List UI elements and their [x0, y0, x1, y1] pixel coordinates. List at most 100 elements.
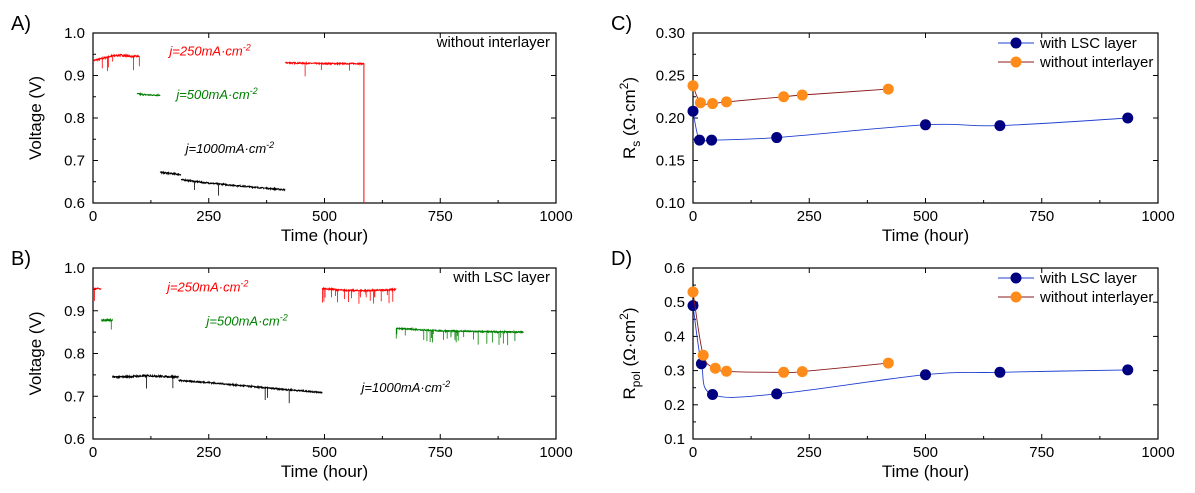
annotation-prefix: j — [360, 380, 366, 395]
y-label-sub: pol — [629, 371, 643, 387]
legend-label: with LSC layer — [1039, 270, 1137, 287]
y-label-main: R — [620, 147, 639, 159]
data-point — [707, 98, 719, 110]
data-series — [687, 80, 1134, 146]
annotation-text: =250mA·cm — [170, 280, 241, 295]
panel-d: 0 250 500 750 1000 0.1 0.2 0.3 0.4 0.5 0.6 Time (ho… — [611, 248, 1175, 481]
y-tick-label: 0.20 — [656, 110, 685, 127]
data-point — [882, 83, 894, 95]
voltage-trace — [321, 286, 397, 293]
y-tick-label: 0.15 — [656, 153, 685, 170]
y-tick-label: 0.6 — [664, 260, 685, 277]
current-density-label: j=250mA·cm-2 — [167, 43, 250, 59]
legend-label: without interlayer — [1039, 54, 1153, 71]
panel-label: B) — [11, 248, 31, 270]
data-point — [994, 366, 1006, 378]
y-label-sup: 2 — [617, 82, 631, 89]
voltage-trace — [396, 326, 524, 335]
series-line — [692, 111, 1128, 143]
panel-c: 0 250 500 750 1000 0.10 0.15 0.20 0.25 0.30 Time (… — [611, 13, 1175, 245]
x-tick-label: 0 — [89, 444, 97, 461]
legend-marker — [1010, 291, 1022, 303]
y-tick-label: 0.9 — [64, 303, 85, 320]
panel-label: C) — [611, 13, 632, 35]
data-point — [994, 120, 1006, 132]
annotation-text: =1000mA·cm — [188, 141, 266, 156]
legend-marker — [1010, 56, 1022, 68]
y-tick-label: 0.6 — [64, 195, 85, 212]
data-point — [1122, 112, 1134, 124]
annotation-sup: -2 — [442, 379, 450, 389]
panel-b: 0 250 500 750 1000 0.6 0.7 0.8 0.9 1.0 Time (hour)… — [11, 248, 573, 481]
y-tick-label: 0.7 — [64, 153, 85, 170]
y-label-close: ) — [620, 307, 639, 313]
data-point — [709, 362, 721, 374]
data-point — [882, 357, 894, 369]
x-axis-label: Time (hour) — [281, 462, 368, 481]
data-traces — [93, 53, 365, 203]
voltage-trace — [284, 61, 365, 67]
x-tick-label: 500 — [312, 444, 337, 461]
y-label-unit: (Ω·cm — [620, 89, 639, 140]
voltage-trace — [159, 170, 182, 177]
x-axis-label: Time (hour) — [281, 226, 368, 245]
y-tick-label: 0.3 — [664, 363, 685, 380]
x-tick-label: 500 — [312, 208, 337, 225]
legend-label: with LSC layer — [1039, 35, 1137, 52]
x-tick-label: 250 — [797, 208, 822, 225]
data-point — [687, 286, 699, 298]
data-point — [694, 97, 706, 109]
data-point — [796, 89, 808, 101]
data-point — [771, 132, 783, 144]
y-tick-label: 0.25 — [656, 68, 685, 85]
y-axis-label: Rs (Ω·cm2) — [617, 77, 643, 159]
data-point — [1122, 364, 1134, 376]
y-tick-label: 0.6 — [64, 431, 85, 448]
voltage-trace — [136, 92, 161, 97]
data-point — [920, 369, 931, 381]
current-density-label: j=500mA·cm-2 — [204, 313, 287, 329]
legend-marker — [1010, 272, 1022, 284]
data-point — [778, 91, 790, 103]
panel-a: 0 250 500 750 1000 0.6 0.7 0.8 0.9 1.0 Time (hour)… — [11, 13, 573, 245]
x-tick-label: 0 — [689, 444, 697, 461]
panel-label: D) — [611, 248, 632, 270]
annotation-text: =1000mA·cm — [364, 380, 442, 395]
y-tick-label: 1.0 — [64, 25, 85, 42]
panel-label: A) — [11, 13, 31, 35]
data-point — [694, 134, 706, 146]
voltage-trace — [180, 177, 286, 192]
x-tick-label: 1000 — [1141, 208, 1174, 225]
data-point — [687, 105, 699, 117]
x-tick-label: 750 — [428, 444, 453, 461]
voltage-trace — [111, 373, 179, 380]
data-point — [687, 80, 699, 92]
y-label-unit: (Ω·cm — [620, 320, 639, 371]
annotation-text: =500mA·cm — [179, 87, 250, 102]
annotation-text: =250mA·cm — [172, 44, 243, 59]
data-point — [920, 119, 931, 131]
annotation-sup: -2 — [266, 140, 274, 150]
annotation-sup: -2 — [243, 43, 251, 53]
current-density-label: j=1000mA·cm-2 — [360, 379, 451, 395]
current-density-label: j=500mA·cm-2 — [174, 86, 257, 102]
x-tick-label: 750 — [1029, 444, 1054, 461]
y-label-sup: 2 — [617, 313, 631, 320]
annotation-text: =500mA·cm — [209, 314, 280, 329]
data-traces — [93, 286, 524, 404]
x-tick-label: 250 — [196, 444, 221, 461]
y-axis-label: Voltage (V) — [26, 76, 45, 160]
annotation-prefix: j — [165, 280, 171, 295]
x-tick-label: 0 — [89, 208, 97, 225]
x-tick-label: 750 — [428, 208, 453, 225]
plot-frame — [92, 267, 557, 440]
y-tick-label: 1.0 — [64, 260, 85, 277]
data-point — [707, 389, 719, 401]
plot-frame — [92, 32, 557, 204]
annotation-prefix: j — [184, 141, 190, 156]
data-point — [706, 134, 718, 146]
x-tick-label: 0 — [689, 208, 697, 225]
y-label-sub: s — [629, 141, 643, 147]
y-label-main: R — [620, 387, 639, 399]
